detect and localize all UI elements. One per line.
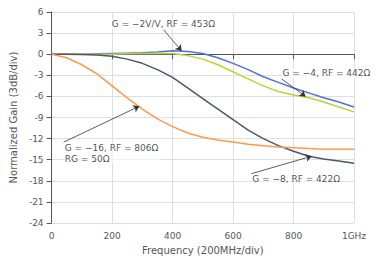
svg-text:G = −16, RF = 806Ω: G = −16, RF = 806Ω <box>65 143 159 153</box>
svg-text:0: 0 <box>38 49 44 59</box>
svg-text:G = −4, RF = 442Ω: G = −4, RF = 442Ω <box>282 68 370 78</box>
svg-text:G = −2V/V, RF = 453Ω: G = −2V/V, RF = 453Ω <box>112 19 215 29</box>
svg-text:600: 600 <box>224 231 241 241</box>
svg-text:0: 0 <box>49 231 55 241</box>
svg-text:-15: -15 <box>29 155 44 165</box>
svg-text:Normalized Gain (3dB/div): Normalized Gain (3dB/div) <box>8 51 19 183</box>
svg-text:-9: -9 <box>35 113 44 123</box>
svg-text:6: 6 <box>38 7 44 17</box>
svg-text:Frequency (200MHz/div): Frequency (200MHz/div) <box>142 245 264 256</box>
svg-text:400: 400 <box>164 231 181 241</box>
svg-text:G = −8, RF = 422Ω: G = −8, RF = 422Ω <box>252 174 340 184</box>
svg-text:-21: -21 <box>29 197 44 207</box>
svg-text:800: 800 <box>285 231 302 241</box>
svg-text:-12: -12 <box>29 134 44 144</box>
svg-text:-6: -6 <box>35 91 44 101</box>
svg-text:-18: -18 <box>29 176 44 186</box>
svg-text:-24: -24 <box>29 218 44 228</box>
svg-text:1GHz: 1GHz <box>342 231 366 241</box>
svg-text:3: 3 <box>38 28 44 38</box>
svg-text:200: 200 <box>103 231 120 241</box>
svg-text:-3: -3 <box>35 70 44 80</box>
svg-text:RG = 50Ω: RG = 50Ω <box>65 154 110 164</box>
